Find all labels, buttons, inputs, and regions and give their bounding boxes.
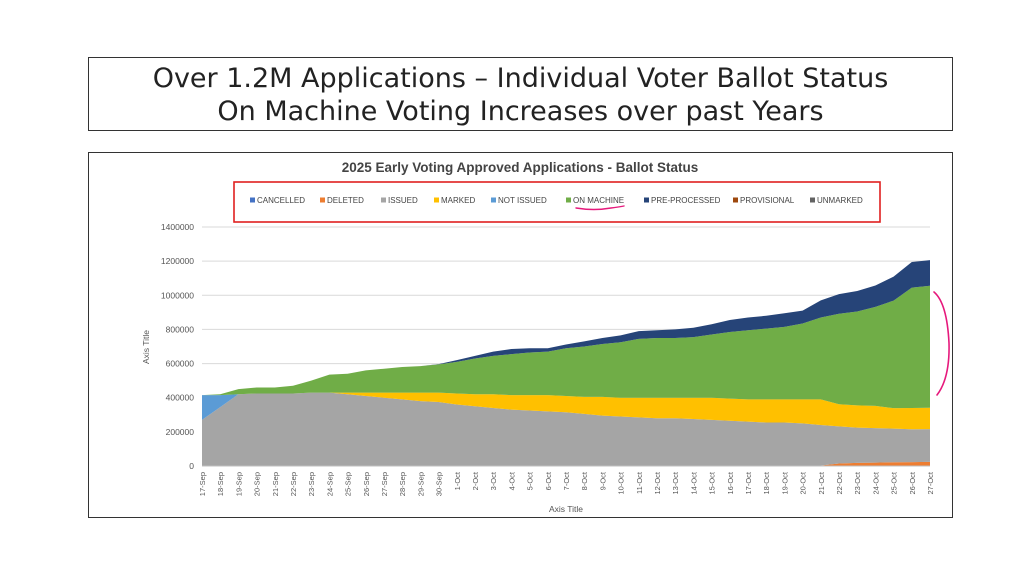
x-tick-label: 4-Oct [507,471,516,490]
legend-label-issued: ISSUED [388,196,418,205]
legend-swatch-pre_processed [644,197,649,203]
area-series-on_machine [202,285,930,409]
legend-label-unmarked: UNMARKED [817,196,863,205]
legend-swatch-deleted [320,197,325,203]
x-tick-label: 26-Sep [362,472,371,496]
y-tick-label: 1200000 [161,256,194,266]
x-tick-label: 24-Sep [325,472,334,496]
x-tick-label: 21-Sep [271,472,280,496]
x-tick-label: 11-Oct [635,471,644,494]
legend-label-deleted: DELETED [327,196,364,205]
legend-swatch-unmarked [810,197,815,203]
legend-item-cancelled: CANCELLED [250,196,305,205]
x-tick-label: 17-Oct [744,471,753,494]
y-tick-label: 800000 [166,324,195,334]
x-tick-label: 16-Oct [726,471,735,494]
y-tick-label: 600000 [166,359,195,369]
y-tick-label: 400000 [166,393,195,403]
legend-swatch-not_issued [491,197,496,203]
slide-title-box: Over 1.2M Applications – Individual Vote… [88,57,953,131]
x-tick-label: 2-Oct [471,471,480,490]
x-tick-label: 7-Oct [562,471,571,490]
legend-swatch-issued [381,197,386,203]
x-tick-label: 22-Oct [835,471,844,494]
legend-swatch-marked [434,197,439,203]
legend-item-issued: ISSUED [381,196,418,205]
x-axis-title: Axis Title [549,504,583,514]
x-tick-label: 18-Sep [216,472,225,496]
legend-item-provisional: PROVISIONAL [733,196,795,205]
x-tick-label: 20-Oct [799,471,808,494]
legend-item-unmarked: UNMARKED [810,196,863,205]
x-tick-label: 5-Oct [526,471,535,490]
chart-title: 2025 Early Voting Approved Applications … [342,160,699,175]
x-tick-label: 12-Oct [653,471,662,494]
legend-item-pre_processed: PRE-PROCESSED [644,196,721,205]
y-tick-label: 1000000 [161,290,194,300]
ballot-status-chart: 2025 Early Voting Approved Applications … [141,160,950,514]
x-tick-label: 3-Oct [489,471,498,490]
x-tick-label: 8-Oct [580,471,589,490]
legend-label-pre_processed: PRE-PROCESSED [651,196,721,205]
y-axis-title: Axis Title [141,330,151,364]
x-tick-label: 21-Oct [817,471,826,494]
y-tick-label: 0 [189,461,194,471]
x-tick-label: 26-Oct [908,471,917,494]
chart-frame: 2025 Early Voting Approved Applications … [88,152,953,518]
area-series-issued [202,392,930,466]
x-tick-label: 10-Oct [617,471,626,494]
x-tick-label: 27-Oct [926,471,935,494]
legend-item-not_issued: NOT ISSUED [491,196,547,205]
legend-highlight-box [233,181,881,223]
x-tick-label: 27-Sep [380,472,389,496]
x-tick-label: 22-Sep [289,472,298,496]
slide-title-line-2: On Machine Voting Increases over past Ye… [217,96,824,127]
x-tick-label: 20-Sep [253,472,262,496]
annotation-bracket [933,291,950,396]
legend-label-cancelled: CANCELLED [257,196,305,205]
legend-item-on_machine: ON MACHINE [566,196,624,205]
x-tick-label: 15-Oct [708,471,717,494]
legend-label-provisional: PROVISIONAL [740,196,795,205]
y-tick-label: 1400000 [161,222,194,232]
x-tick-label: 28-Sep [398,472,407,496]
x-tick-label: 25-Sep [344,472,353,496]
x-tick-label: 30-Sep [435,472,444,496]
legend-swatch-cancelled [250,197,255,203]
legend-label-not_issued: NOT ISSUED [498,196,547,205]
x-tick-label: 23-Sep [307,472,316,496]
x-tick-label: 19-Oct [780,471,789,494]
x-tick-label: 23-Oct [853,471,862,494]
legend-swatch-provisional [733,197,738,203]
x-tick-label: 9-Oct [598,471,607,490]
x-tick-label: 18-Oct [762,471,771,494]
y-tick-label: 200000 [166,427,195,437]
x-tick-label: 6-Oct [544,471,553,490]
slide-title-line-1: Over 1.2M Applications – Individual Vote… [152,63,889,94]
annotation-underline [575,205,625,211]
x-tick-label: 17-Sep [198,472,207,496]
x-tick-label: 14-Oct [689,471,698,494]
x-tick-label: 13-Oct [671,471,680,494]
x-tick-label: 29-Sep [416,472,425,496]
legend-label-marked: MARKED [441,196,475,205]
x-tick-label: 1-Oct [453,471,462,490]
legend-item-marked: MARKED [434,196,475,205]
legend-swatch-on_machine [566,197,571,203]
x-tick-label: 25-Oct [890,471,899,494]
x-tick-label: 19-Sep [234,472,243,496]
legend-item-deleted: DELETED [320,196,364,205]
legend-label-on_machine: ON MACHINE [573,196,624,205]
area-series-marked [202,392,930,430]
x-tick-label: 24-Oct [871,471,880,494]
